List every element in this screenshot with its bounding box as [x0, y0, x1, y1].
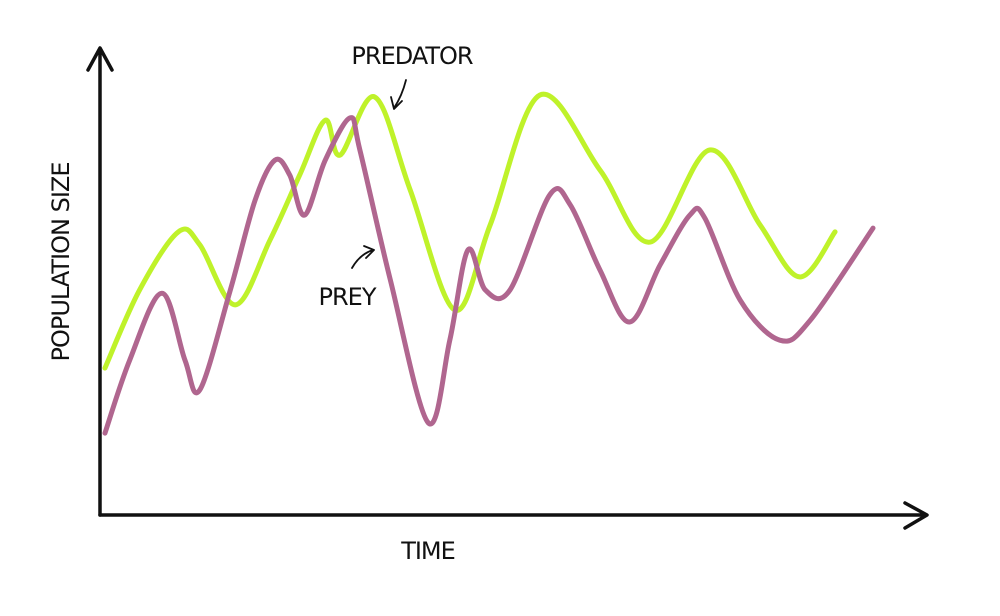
- pointer-arrow: [351, 245, 375, 269]
- x-axis: [98, 501, 929, 530]
- y-axis: [86, 46, 114, 517]
- series-line: [102, 91, 838, 371]
- series-label: PREY: [319, 283, 377, 311]
- series-line: [102, 115, 876, 436]
- x-axis-label: TIME: [400, 537, 455, 565]
- series-label: PREDATOR: [351, 42, 472, 70]
- y-axis-label: POPULATION SIZE: [47, 162, 75, 361]
- pointer-arrow: [390, 79, 407, 110]
